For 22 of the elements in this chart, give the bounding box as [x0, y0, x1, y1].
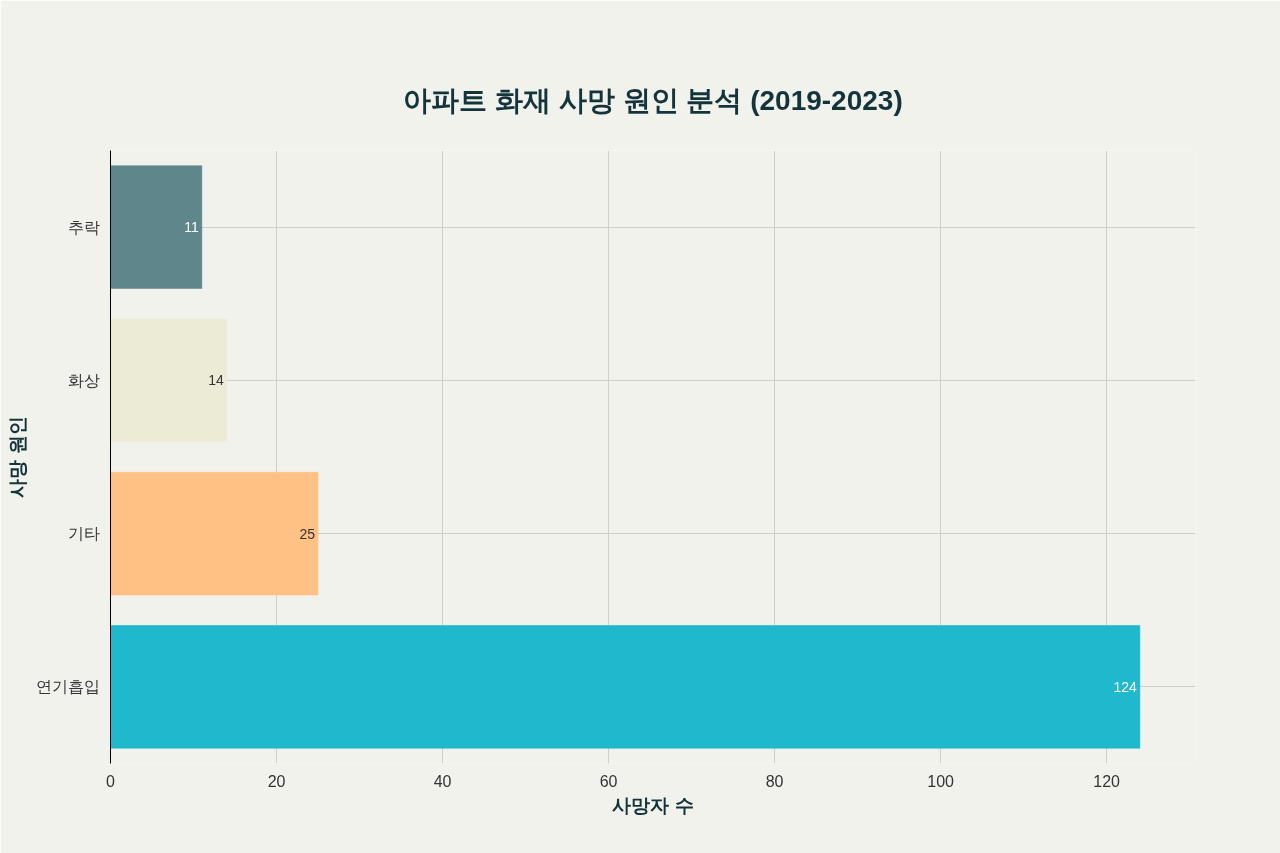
x-tick-label: 20 [267, 772, 286, 790]
x-axis-title: 사망자 수 [612, 794, 694, 816]
y-tick-label: 화상 [67, 371, 100, 389]
bar [110, 165, 203, 289]
data-label: 25 [299, 525, 316, 542]
bar [110, 318, 228, 443]
x-tick-label: 0 [106, 772, 116, 790]
x-tick-label: 40 [433, 772, 452, 790]
data-label: 11 [184, 219, 200, 236]
y-tick-label: 추락 [67, 218, 100, 236]
y-tick-label: 연기흡입 [35, 678, 100, 696]
bar [110, 471, 319, 596]
y-axis-title: 사망 원인 [6, 416, 28, 498]
x-tick-label: 100 [927, 772, 955, 790]
chart-title: 아파트 화재 사망 원인 분석 (2019-2023) [403, 84, 903, 116]
x-tick-label: 80 [765, 772, 784, 790]
y-tick-label: 기타 [67, 525, 100, 543]
data-label: 124 [1113, 678, 1138, 695]
x-tick-label: 120 [1093, 772, 1121, 790]
bar [110, 625, 1141, 749]
data-label: 14 [208, 372, 224, 389]
x-tick-label: 60 [599, 772, 618, 790]
